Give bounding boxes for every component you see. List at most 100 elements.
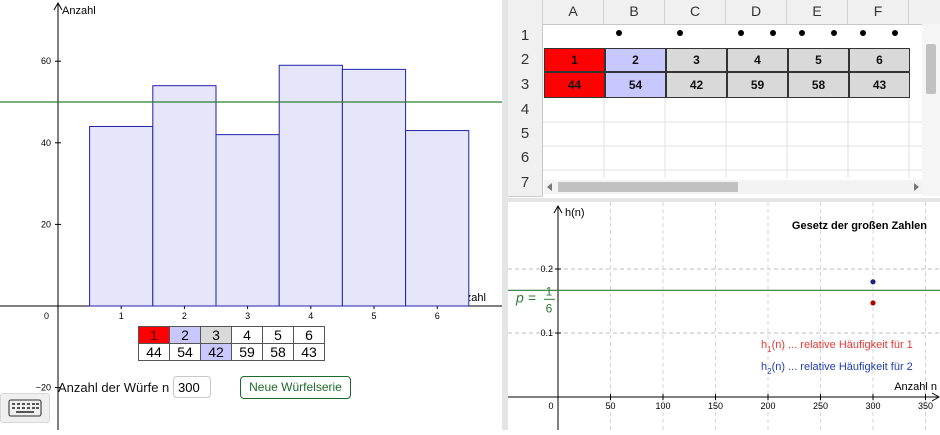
histogram-bar [405,130,470,307]
y-tick-label: 20 [41,219,51,229]
x-tick-label: 200 [760,401,775,411]
origin-label: 0 [44,311,49,321]
x-tick-label: 250 [813,401,828,411]
die-pip [677,29,684,36]
column-header-g[interactable] [909,0,940,25]
face-cell-4: 4 [231,326,263,344]
cell-c3[interactable]: 42 [666,72,727,98]
keyboard-button[interactable] [0,393,50,423]
y-axis-label: h(n) [565,207,585,219]
keyboard-icon [8,399,42,417]
row-header-6[interactable]: 6 [508,146,543,171]
die-face-2-icon [605,24,666,52]
histogram-bar [278,64,343,307]
count-cell-5: 58 [262,343,294,361]
count-cell-3: 42 [200,343,232,361]
cell-b2[interactable]: 2 [605,48,666,72]
cell-f3[interactable]: 43 [849,72,910,98]
count-cell-1: 44 [138,343,170,361]
count-cell-6: 43 [293,343,325,361]
view-divider[interactable] [502,0,508,430]
row-header-7[interactable]: 7 [508,170,543,197]
y-axis-arrow [53,1,63,11]
histogram-bar [341,68,407,307]
x-tick-label: 1 [119,311,124,321]
x-axis-arrow [931,392,940,402]
column-header-e[interactable]: E [787,0,848,25]
x-tick-label: 3 [245,311,250,321]
column-header-f[interactable]: F [848,0,909,25]
row-header-4[interactable]: 4 [508,98,543,123]
histogram-bar [89,125,154,307]
cell-d3[interactable]: 59 [727,72,788,98]
y-axis-arrow [553,204,563,214]
die-pip [891,29,898,36]
x-tick-label: 4 [308,311,313,321]
cell-b3[interactable]: 54 [605,72,666,98]
column-header-a[interactable]: A [543,0,604,25]
x-tick-label: 100 [655,401,670,411]
series-point-1 [870,300,876,306]
die-pip [616,29,623,36]
row-header-1[interactable]: 1 [508,24,543,49]
view-divider-horizontal[interactable] [508,198,940,202]
y-tick-label: 0.1 [540,328,553,338]
column-header-d[interactable]: D [726,0,787,25]
die-pip [738,29,745,36]
legend-entry-2: h2(n) ... relative Häufigkeit für 2 [761,361,913,376]
face-cell-2: 2 [169,326,201,344]
histogram-bar [152,85,217,307]
face-cell-1: 1 [138,326,170,344]
new-dice-series-button[interactable]: Neue Würfelserie [240,376,351,399]
horizontal-scroll-thumb[interactable] [558,182,738,192]
face-cell-3: 3 [200,326,232,344]
cell-a2[interactable]: 1 [544,48,605,72]
cell-e2[interactable]: 5 [788,48,849,72]
p-label: p [515,289,524,305]
row-header-5[interactable]: 5 [508,122,543,147]
die-face-5-icon [788,24,849,52]
die-pip [860,29,867,36]
x-tick-label: 150 [708,401,723,411]
y-tick-label: 0.2 [540,264,553,274]
cell-d2[interactable]: 4 [727,48,788,72]
chart-title: Gesetz der großen Zahlen [792,220,927,232]
scroll-right-icon[interactable] [912,183,920,191]
column-header-b[interactable]: B [604,0,665,25]
die-pip [799,29,806,36]
x-tick-label: 6 [435,311,440,321]
die-face-6-icon [849,24,910,52]
die-pip [769,29,776,36]
corner-cell[interactable] [508,0,543,25]
y-axis-label: Anzahl [62,5,96,17]
horizontal-scrollbar[interactable] [544,180,922,194]
vertical-scroll-thumb[interactable] [926,44,936,94]
empty-grid[interactable] [543,98,940,198]
count-cell-4: 59 [231,343,263,361]
cell-f2[interactable]: 6 [849,48,910,72]
p-equals: = [528,289,536,305]
spreadsheet-view[interactable]: A B C D E F 1 2 3 4 5 6 7 1 2 3 4 5 6 44… [508,0,940,198]
relative-frequency-chart: h(n) Anzahl n Gesetz der großen Zahlen 0.2 0… [508,202,940,430]
cell-c2[interactable]: 3 [666,48,727,72]
throws-count-label: Anzahl der Würfe n = [58,380,181,395]
y-tick-label: −20 [36,383,51,393]
die-face-3-icon [666,24,727,52]
x-tick-label: 5 [371,311,376,321]
cell-a3[interactable]: 44 [544,72,605,98]
count-cell-2: 54 [169,343,201,361]
row-header-3[interactable]: 3 [508,72,543,99]
row-header-2[interactable]: 2 [508,48,543,73]
scroll-left-icon[interactable] [546,183,554,191]
x-axis-label: Anzahl n [894,381,937,393]
vertical-scrollbar[interactable] [922,24,940,196]
law-of-large-numbers-view[interactable]: h(n) Anzahl n Gesetz der großen Zahlen 0.2 0… [508,202,940,430]
p-numerator: 1 [546,284,553,298]
cell-e3[interactable]: 58 [788,72,849,98]
y-tick-label: 60 [41,56,51,66]
column-header-c[interactable]: C [665,0,726,25]
p-denominator: 6 [546,301,553,315]
throws-count-input[interactable]: 300 [173,376,211,398]
